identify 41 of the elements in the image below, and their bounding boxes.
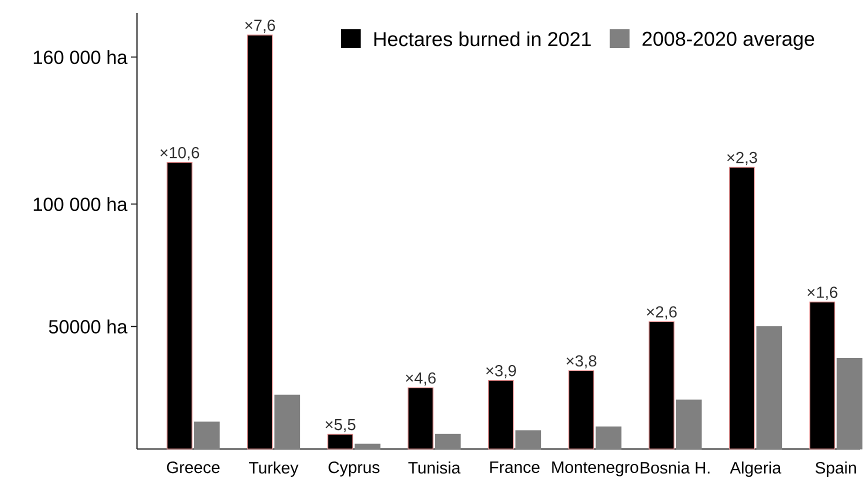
x-tick-label: Greece	[167, 462, 220, 474]
x-tick-label: Turkey	[249, 462, 298, 477]
bar	[274, 394, 300, 450]
annotation: ×10,6	[160, 146, 200, 160]
annotation: ×3,8	[566, 355, 596, 368]
annotation: ×2,6	[646, 306, 677, 320]
bar	[435, 434, 461, 450]
bar	[166, 162, 192, 450]
bar	[194, 422, 220, 450]
bar	[327, 434, 354, 450]
annotation: ×1,6	[808, 286, 838, 300]
legend-label: Hectares burned in 2021	[374, 32, 591, 46]
legend-label: 2008-2020 average	[642, 32, 814, 50]
bar	[568, 370, 594, 450]
x-tick-label: Montenegro	[552, 462, 638, 476]
bar	[756, 326, 782, 450]
bar	[247, 34, 273, 450]
x-tick-label: Bosnia H.	[640, 462, 710, 474]
y-tick-label: 160 000 ha	[34, 50, 128, 64]
bar	[488, 380, 514, 450]
x-tick-label: Spain	[816, 462, 856, 477]
x-tick-label: France	[490, 462, 540, 474]
annotation: ×2,3	[727, 152, 758, 166]
bar	[515, 430, 542, 450]
annotation: ×4,6	[406, 372, 436, 386]
bar	[354, 444, 380, 450]
y-tick-label: 50000 ha	[49, 320, 128, 334]
y-tick-label: 100 000 ha	[34, 197, 128, 212]
bar	[648, 321, 674, 450]
x-tick-label: Algeria	[730, 462, 782, 477]
bar	[596, 426, 622, 450]
annotation: ×7,6	[245, 20, 276, 33]
x-tick-label: Tunisia	[408, 462, 461, 474]
bar	[809, 302, 836, 450]
x-tick-label: Cyprus	[328, 462, 380, 476]
bar	[408, 387, 434, 450]
bar	[729, 166, 755, 450]
bar	[836, 358, 862, 450]
annotation: ×5,5	[326, 419, 356, 432]
annotation: ×3,9	[486, 364, 516, 378]
bar	[676, 400, 702, 450]
